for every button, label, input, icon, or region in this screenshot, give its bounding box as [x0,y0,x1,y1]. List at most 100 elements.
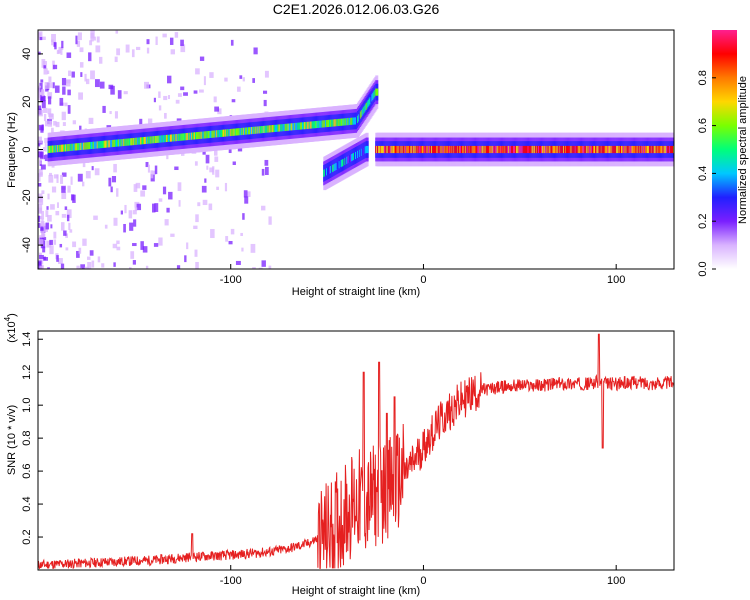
spectrogram-y-tick-label: -40 [21,237,33,253]
spectrogram-noise-cell [38,215,41,223]
spectrogram-noise-cell [101,263,105,268]
spectrogram-noise-cell [258,267,263,269]
spectrogram-noise-cell [247,191,251,197]
spectrogram-noise-cell [243,190,248,198]
spectrogram-noise-cell [129,222,134,231]
spectrogram-noise-cell [66,79,71,84]
spectrogram-noise-cell [41,36,46,40]
spectrogram-noise-cell [113,262,116,267]
spectrogram-noise-cell [70,176,73,185]
spectrogram-noise-cell [38,140,41,147]
spectrogram-noise-cell [64,206,68,210]
spectrogram-noise-cell [268,216,272,225]
spectrogram-noise-cell [61,77,67,86]
spectrogram-noise-cell [193,90,198,94]
spectrogram-noise-cell [155,36,158,46]
spectrogram-noise-cell [228,148,232,154]
spectrogram-noise-cell [116,48,121,56]
spectrogram-noise-cell [47,108,52,115]
spectrogram-noise-cell [195,214,199,223]
spectrogram-band-core [673,145,674,154]
spectrogram-noise-cell [264,166,269,176]
spectrogram-noise-cell [108,177,112,187]
spectrogram-noise-cell [115,30,119,34]
spectrogram-noise-cell [147,118,153,126]
snr-x-tick-label: 100 [607,575,625,587]
spectrogram-noise-cell [39,82,43,91]
spectrogram-noise-cell [42,268,45,269]
spectrogram-noise-cell [214,150,218,156]
spectrogram-noise-cell [199,89,204,93]
spectrogram-noise-cell [59,243,63,248]
spectrogram-x-axis-title: Height of straight line (km) [292,286,420,298]
spectrogram-noise-cell [142,246,148,253]
spectrogram-noise-cell [230,228,235,235]
spectrogram-noise-cell [39,265,44,269]
spectrogram-noise-cell [40,126,44,133]
colorbar-gradient [712,30,737,269]
spectrogram-noise-cell [45,210,49,218]
snr-y-tick-label: 0.4 [21,496,33,511]
spectrogram-noise-cell [264,70,269,78]
colorbar: 0.0 0.2 0.4 0.6 0.8 Normalized spectral ampl… [697,30,749,277]
spectrogram-noise-cell [114,56,118,63]
spectrogram-noise-cell [40,227,44,231]
spectrogram-noise-cell [210,229,215,239]
spectrogram-noise-cell [53,239,57,245]
snr-y-tick-label: 1.2 [21,365,33,380]
spectrogram-noise-cell [47,92,53,99]
spectrogram-noise-cell [80,264,86,269]
spectrogram-noise-cell [56,255,59,262]
spectrogram-noise-cell [117,90,122,99]
spectrogram-noise-cell [88,52,92,62]
spectrogram-noise-cell [162,33,167,38]
spectrogram-noise-cell [39,159,42,164]
spectrogram-noise-cell [48,76,52,83]
snr-plot-area [38,331,674,570]
spectrogram-marks [38,30,674,269]
spectrogram-noise-cell [42,147,46,151]
spectrogram-noise-cell [253,47,258,55]
spectrogram-noise-cell [201,185,207,193]
spectrogram-noise-cell [261,205,266,211]
colorbar-tick-label: 0.4 [697,166,709,181]
spectrogram-noise-cell [44,82,50,89]
colorbar-ticks: 0.0 0.2 0.4 0.6 0.8 [697,70,716,277]
spectrogram-noise-cell [89,40,93,46]
spectrogram-noise-cell [67,185,71,193]
spectrogram-noise-cell [205,154,210,164]
spectrogram-noise-cell [41,100,46,109]
snr-y-ticks: 0.2 0.4 0.6 0.8 1.0 1.2 1.4 [21,332,43,545]
spectrogram-noise-cell [40,240,46,249]
spectrogram-noise-cell [109,111,112,115]
spectrogram-noise-cell [166,155,169,160]
spectrogram-panel: -100 0 100 -40 -20 0 20 40 Height of straight … [6,29,675,298]
spectrogram-noise-cell [38,215,43,220]
spectrogram-noise-cell [123,91,128,95]
spectrogram-noise-cell [252,267,256,269]
spectrogram-noise-cell [116,246,121,251]
spectrogram-noise-cell [90,30,95,39]
spectrogram-noise-cell [209,72,214,78]
spectrogram-noise-cell [56,174,59,183]
spectrogram-noise-cell [252,78,256,83]
spectrogram-noise-cell [112,243,118,249]
spectrogram-noise-cell [193,225,198,229]
spectrogram-noise-cell [53,120,57,126]
spectrogram-noise-cell [48,174,54,183]
spectrogram-noise-cell [82,181,85,187]
spectrogram-noise-cell [38,260,42,266]
spectrogram-noise-cell [43,61,48,69]
spectrogram-noise-cell [158,105,162,111]
spectrogram-noise-cell [194,249,198,257]
spectrogram-noise-cell [174,166,179,171]
spectrogram-noise-cell [237,146,243,152]
spectrogram-noise-cell [123,223,126,233]
spectrogram-noise-cell [166,207,170,213]
spectrogram-noise-cell [90,70,95,80]
spectrogram-noise-cell [268,265,272,269]
spectrogram-noise-cell [162,186,167,195]
spectrogram-noise-cell [209,167,214,173]
spectrogram-noise-cell [61,172,67,177]
spectrogram-noise-cell [39,37,43,41]
